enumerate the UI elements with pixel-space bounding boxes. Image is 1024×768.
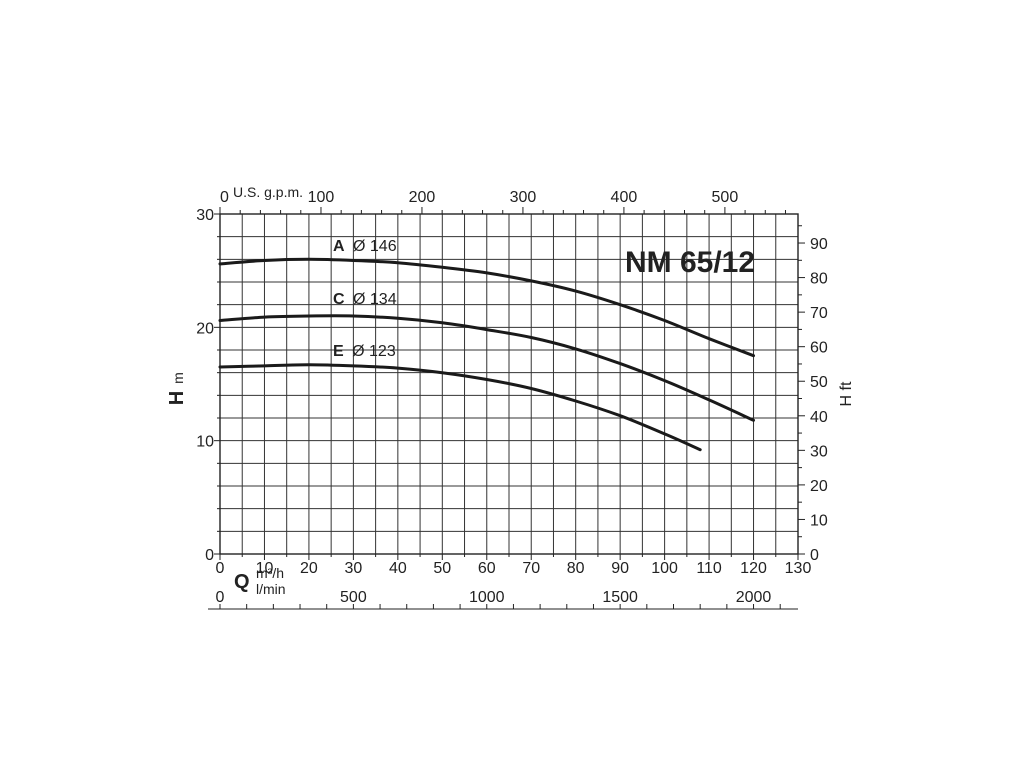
left-axis-unit: m [170, 372, 186, 384]
bottom-axis-unit-m3h: m³/h [256, 565, 284, 581]
bottom-axis-tick-label: 100 [651, 560, 678, 577]
left-axis-tick-label: 20 [196, 320, 214, 337]
right-axis-label: H ft [838, 381, 855, 406]
right-axis-tick-label: 0 [810, 547, 819, 564]
axis-labels: 0 100 200 300 400 500010203001020304050607080… [196, 189, 828, 606]
bottom-axis-tick-label: 50 [433, 560, 451, 577]
bottom-axis-tick-label: 80 [567, 560, 585, 577]
right-axis-tick-label: 20 [810, 478, 828, 495]
curve-e [218, 363, 702, 452]
top-axis-tick-label: 0 [220, 189, 229, 206]
curve-a-label: A Ø 146 [333, 238, 397, 255]
bottom-axis-tick-label: 120 [740, 560, 767, 577]
left-axis-tick-label: 30 [196, 207, 214, 224]
top-axis-tick-label: 300 [510, 189, 537, 206]
lmin-axis-tick-label: 0 [216, 589, 225, 606]
bottom-axis-tick-label: 70 [522, 560, 540, 577]
lmin-axis-tick-label: 1000 [469, 589, 505, 606]
bottom-axis-tick-label: 110 [696, 560, 722, 577]
bottom-axis-tick-label: 30 [344, 560, 362, 577]
right-axis-tick-label: 40 [810, 409, 828, 426]
top-axis-tick-label: 500 [712, 189, 739, 206]
left-axis-symbol: H [166, 391, 188, 405]
curve-c [218, 314, 755, 422]
bottom-axis-tick-label: 20 [300, 560, 318, 577]
bottom-axis-unit-lmin: l/min [256, 581, 286, 597]
right-axis-tick-label: 50 [810, 374, 828, 391]
curve-e-label: E Ø 123 [333, 343, 396, 360]
right-axis-tick-label: 10 [810, 512, 828, 529]
bottom-axis-tick-label: 90 [611, 560, 629, 577]
bottom-axis-tick-label: 60 [478, 560, 496, 577]
curves [218, 257, 755, 452]
right-axis-tick-label: 90 [810, 236, 828, 253]
bottom-axis-symbol: Q [234, 571, 250, 593]
top-axis-tick-label: 200 [409, 189, 436, 206]
right-axis-tick-label: 60 [810, 340, 828, 357]
right-axis-tick-label: 80 [810, 271, 828, 288]
left-axis-tick-label: 0 [205, 547, 214, 564]
bottom-axis-tick-label: 130 [785, 560, 812, 577]
top-axis-unit-label: U.S. g.p.m. [233, 184, 303, 200]
chart-title: NM 65/12 [625, 246, 755, 279]
bottom-axis-tick-label: 10 [256, 560, 274, 577]
lmin-axis-tick-label: 2000 [736, 589, 772, 606]
top-axis-tick-label: 100 [308, 189, 335, 206]
lmin-axis-tick-label: 1500 [602, 589, 638, 606]
bottom-axis-tick-label: 40 [389, 560, 407, 577]
bottom-axis-tick-label: 0 [216, 560, 225, 577]
top-axis-tick-label: 400 [611, 189, 638, 206]
right-axis-tick-label: 30 [810, 443, 828, 460]
left-axis-tick-label: 10 [196, 434, 214, 451]
lmin-axis-tick-label: 500 [340, 589, 367, 606]
axis-ticks [208, 207, 805, 610]
curve-c-label: C Ø 134 [333, 291, 397, 308]
right-axis-tick-label: 70 [810, 305, 828, 322]
curve-a [218, 257, 755, 358]
